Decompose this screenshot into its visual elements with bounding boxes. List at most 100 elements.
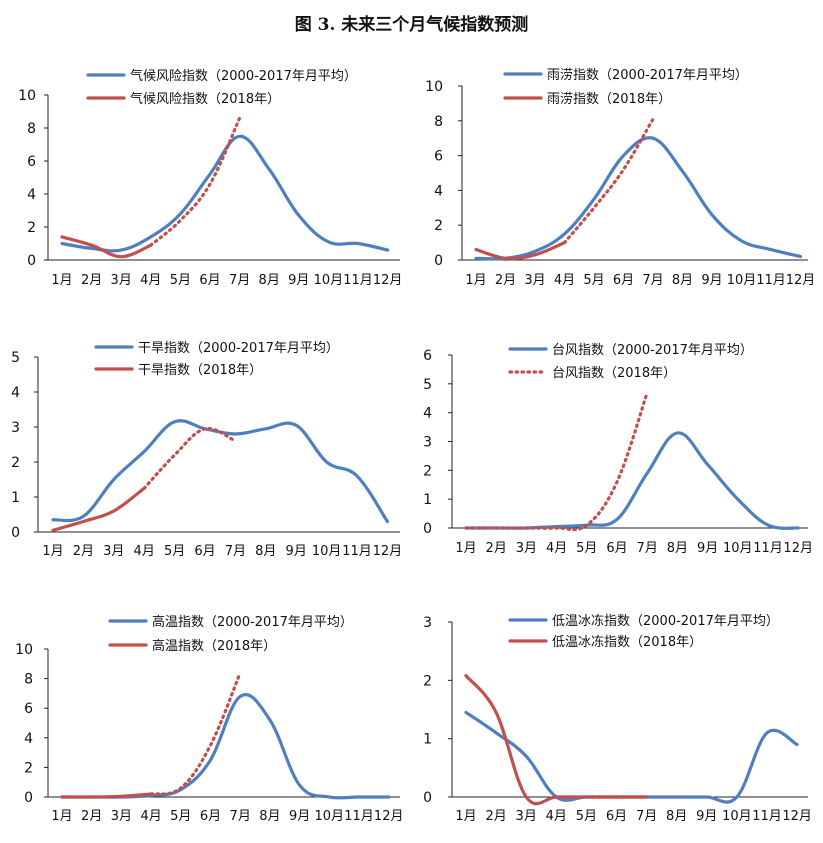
chart-panel-1: 0 2 4 6 8 10 1月 2月 3月 4月 5月 6月 7月 8月 9月 10月 11月 12月 气候风险指数… [18, 68, 402, 288]
legend-label: 低温冰冻指数（2000-2017年月平均） [552, 613, 779, 629]
legend-label: 气候风险指数（2018年） [130, 91, 280, 107]
legend-label: 高温指数（2000-2017年月平均） [152, 614, 353, 630]
y-tick-label: 1 [423, 492, 432, 508]
x-tick-label: 1月 [42, 544, 63, 559]
chart-panel-6: 0 1 2 3 1月 2月 3月 4月 5月 6月 7月 8月 9月 10月 11月 12月 低温冰冻指数（20… [423, 613, 812, 824]
y-tick-label: 0 [434, 253, 443, 269]
x-tick-label: 5月 [583, 273, 604, 288]
x-tick-label: 10月 [722, 809, 752, 824]
x-tick-label: 4月 [134, 544, 155, 559]
y-tick-label: 10 [15, 642, 33, 658]
x-tick-label: 4月 [140, 273, 161, 288]
x-tick-label: 9月 [701, 273, 722, 288]
x-tick-label: 7月 [230, 809, 251, 824]
y-tick-label: 4 [27, 187, 36, 203]
x-tick-label: 8月 [255, 544, 276, 559]
x-tick-label: 12月 [374, 809, 404, 824]
legend-label: 低温冰冻指数（2018年） [552, 634, 702, 650]
x-tick-label: 2月 [486, 541, 507, 556]
y-tick-label: 2 [423, 673, 432, 689]
y-tick-label: 6 [434, 149, 443, 165]
x-tick-label: 7月 [636, 809, 657, 824]
x-tick-label: 10月 [312, 544, 342, 559]
legend-label: 干旱指数（2018年） [138, 363, 262, 378]
series-line-3 [562, 117, 655, 245]
x-tick-label: 12月 [373, 273, 403, 288]
y-tick-label: 5 [11, 350, 20, 366]
series-line-2 [60, 792, 153, 799]
x-tick-label: 11月 [753, 541, 783, 556]
x-tick-label: 11月 [342, 544, 372, 559]
x-tick-label: 11月 [752, 809, 782, 824]
x-tick-label: 3月 [524, 273, 545, 288]
y-tick-label: 0 [27, 253, 36, 269]
x-tick-label: 9月 [696, 809, 717, 824]
y-tick-label: 0 [11, 525, 20, 541]
series-line-2 [60, 235, 153, 259]
y-tick-label: 1 [11, 490, 20, 506]
x-tick-label: 10月 [727, 273, 757, 288]
y-tick-label: 6 [27, 154, 36, 170]
y-tick-label: 3 [423, 435, 432, 451]
x-tick-label: 9月 [289, 809, 310, 824]
x-tick-label: 11月 [343, 273, 373, 288]
x-tick-label: 7月 [642, 273, 663, 288]
chart-panel-4: 0 1 2 3 4 5 6 1月 2月 3月 4月 5月 6月 7月 8月 9月 10月 11月 12月 台风指数（2… [423, 343, 813, 556]
x-tick-label: 3月 [103, 544, 124, 559]
y-tick-label: 4 [11, 385, 20, 401]
x-tick-label: 12月 [782, 809, 812, 824]
x-tick-label: 1月 [455, 541, 476, 556]
x-tick-label: 9月 [288, 273, 309, 288]
x-tick-label: 2月 [81, 809, 102, 824]
x-tick-label: 8月 [672, 273, 693, 288]
x-tick-label: 5月 [576, 541, 597, 556]
x-tick-label: 6月 [194, 544, 215, 559]
x-tick-label: 1月 [465, 273, 486, 288]
y-tick-label: 10 [18, 88, 36, 104]
x-tick-label: 2月 [73, 544, 94, 559]
x-tick-label: 6月 [200, 809, 221, 824]
x-tick-label: 4月 [546, 541, 567, 556]
x-tick-label: 9月 [286, 544, 307, 559]
y-tick-label: 0 [423, 521, 432, 537]
legend-label: 雨涝指数（2018年） [547, 91, 671, 107]
y-tick-label: 6 [24, 701, 33, 717]
x-tick-label: 2月 [81, 273, 102, 288]
x-tick-label: 7月 [229, 273, 250, 288]
chart-panel-5: 0 2 4 6 8 10 1月 2月 3月 4月 5月 6月 7月 8月 9月 10月 11月 12月 高温指数（2… [15, 614, 403, 824]
legend-label: 干旱指数（2000-2017年月平均） [138, 341, 339, 356]
x-tick-label: 6月 [606, 809, 627, 824]
x-tick-label: 3月 [516, 809, 537, 824]
y-tick-label: 2 [434, 218, 443, 234]
x-tick-label: 1月 [51, 809, 72, 824]
y-tick-label: 8 [24, 672, 33, 688]
y-tick-label: 2 [24, 760, 33, 776]
x-tick-label: 2月 [495, 273, 516, 288]
x-tick-label: 5月 [164, 544, 185, 559]
x-tick-label: 10月 [723, 541, 753, 556]
x-tick-label: 8月 [666, 809, 687, 824]
x-tick-label: 1月 [455, 809, 476, 824]
y-tick-label: 4 [423, 406, 432, 422]
x-tick-label: 9月 [697, 541, 718, 556]
x-tick-label: 7月 [637, 541, 658, 556]
y-tick-label: 2 [11, 455, 20, 471]
series-line-2 [464, 390, 649, 532]
series-line-1 [464, 710, 799, 804]
series-line-3 [149, 116, 242, 247]
x-tick-label: 11月 [344, 809, 374, 824]
legend-label: 高温指数（2018年） [152, 638, 276, 654]
y-tick-label: 2 [27, 220, 36, 236]
x-tick-label: 10月 [315, 809, 345, 824]
legend-label: 台风指数（2000-2017年月平均） [552, 343, 753, 358]
y-tick-label: 10 [425, 79, 443, 95]
legend-label: 台风指数（2018年） [552, 366, 676, 381]
x-tick-label: 3月 [516, 541, 537, 556]
series-line-1 [464, 431, 800, 530]
y-tick-label: 5 [423, 377, 432, 393]
x-tick-label: 3月 [111, 809, 132, 824]
x-tick-label: 6月 [606, 541, 627, 556]
y-tick-label: 3 [423, 615, 432, 631]
x-tick-label: 5月 [170, 273, 191, 288]
x-tick-label: 4月 [554, 273, 575, 288]
